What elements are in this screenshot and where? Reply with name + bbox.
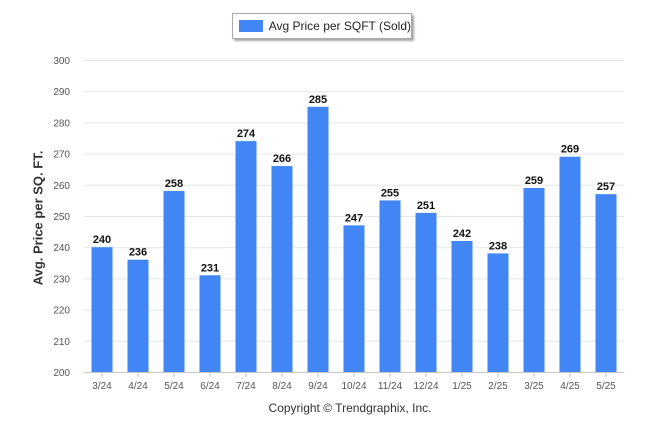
data-label: 266 <box>273 153 291 165</box>
bar <box>343 225 365 372</box>
x-tick-label: 1/25 <box>452 381 472 392</box>
data-label: 258 <box>165 178 183 190</box>
legend-swatch <box>239 20 263 32</box>
bar <box>415 212 437 372</box>
legend-label: Avg Price per SQFT (Sold) <box>268 19 411 33</box>
x-tick-label: 9/24 <box>308 381 328 392</box>
bar <box>559 156 581 372</box>
bar <box>163 191 185 372</box>
data-label: 269 <box>561 144 579 156</box>
x-tick-label: 3/25 <box>524 381 544 392</box>
chart-legend: Avg Price per SQFT (Sold) <box>232 13 412 39</box>
data-label: 259 <box>525 175 543 187</box>
bar <box>307 106 329 373</box>
y-axis-label: Avg. Price per SQ. FT. <box>30 150 46 286</box>
x-tick-label: 5/24 <box>164 381 184 392</box>
x-tick-label: 2/25 <box>488 381 508 392</box>
y-tick-label: 270 <box>53 150 70 161</box>
bar <box>379 200 401 372</box>
copyright-text: Copyright © Trendgraphix, Inc. <box>268 401 432 415</box>
x-tick-label: 4/24 <box>128 381 148 392</box>
y-tick-label: 210 <box>53 337 70 348</box>
y-tick-label: 240 <box>53 243 70 254</box>
data-label: 238 <box>489 240 507 252</box>
data-label: 247 <box>345 212 363 224</box>
y-tick-label: 250 <box>53 212 70 223</box>
bar <box>487 253 509 372</box>
x-tick-label: 8/24 <box>272 381 292 392</box>
data-label: 274 <box>237 128 256 140</box>
data-label: 242 <box>453 228 471 240</box>
y-tick-label: 280 <box>53 118 70 129</box>
x-tick-label: 6/24 <box>200 381 220 392</box>
y-tick-label: 260 <box>53 181 70 192</box>
y-tick-label: 230 <box>53 274 70 285</box>
y-tick-label: 290 <box>53 87 70 98</box>
data-label: 251 <box>417 200 435 212</box>
bar <box>235 141 257 372</box>
data-label: 231 <box>201 262 219 274</box>
y-tick-label: 200 <box>53 368 70 379</box>
x-tick-label: 11/24 <box>378 381 403 392</box>
bar <box>91 247 113 372</box>
bar <box>127 259 149 372</box>
x-tick-label: 3/24 <box>92 381 112 392</box>
data-label: 240 <box>93 234 111 246</box>
data-label: 236 <box>129 247 147 259</box>
y-tick-label: 220 <box>53 306 70 317</box>
bar <box>451 240 473 372</box>
bar <box>523 187 545 372</box>
data-label: 285 <box>309 94 327 106</box>
x-tick-label: 12/24 <box>413 381 438 392</box>
bar <box>595 194 617 372</box>
y-tick-label: 300 <box>53 56 70 67</box>
bar <box>271 166 293 372</box>
bar <box>199 275 221 372</box>
data-label: 257 <box>597 181 615 193</box>
x-tick-label: 5/25 <box>596 381 616 392</box>
x-tick-label: 10/24 <box>341 381 366 392</box>
data-label: 255 <box>381 187 399 199</box>
x-tick-label: 7/24 <box>236 381 256 392</box>
x-tick-label: 4/25 <box>560 381 580 392</box>
